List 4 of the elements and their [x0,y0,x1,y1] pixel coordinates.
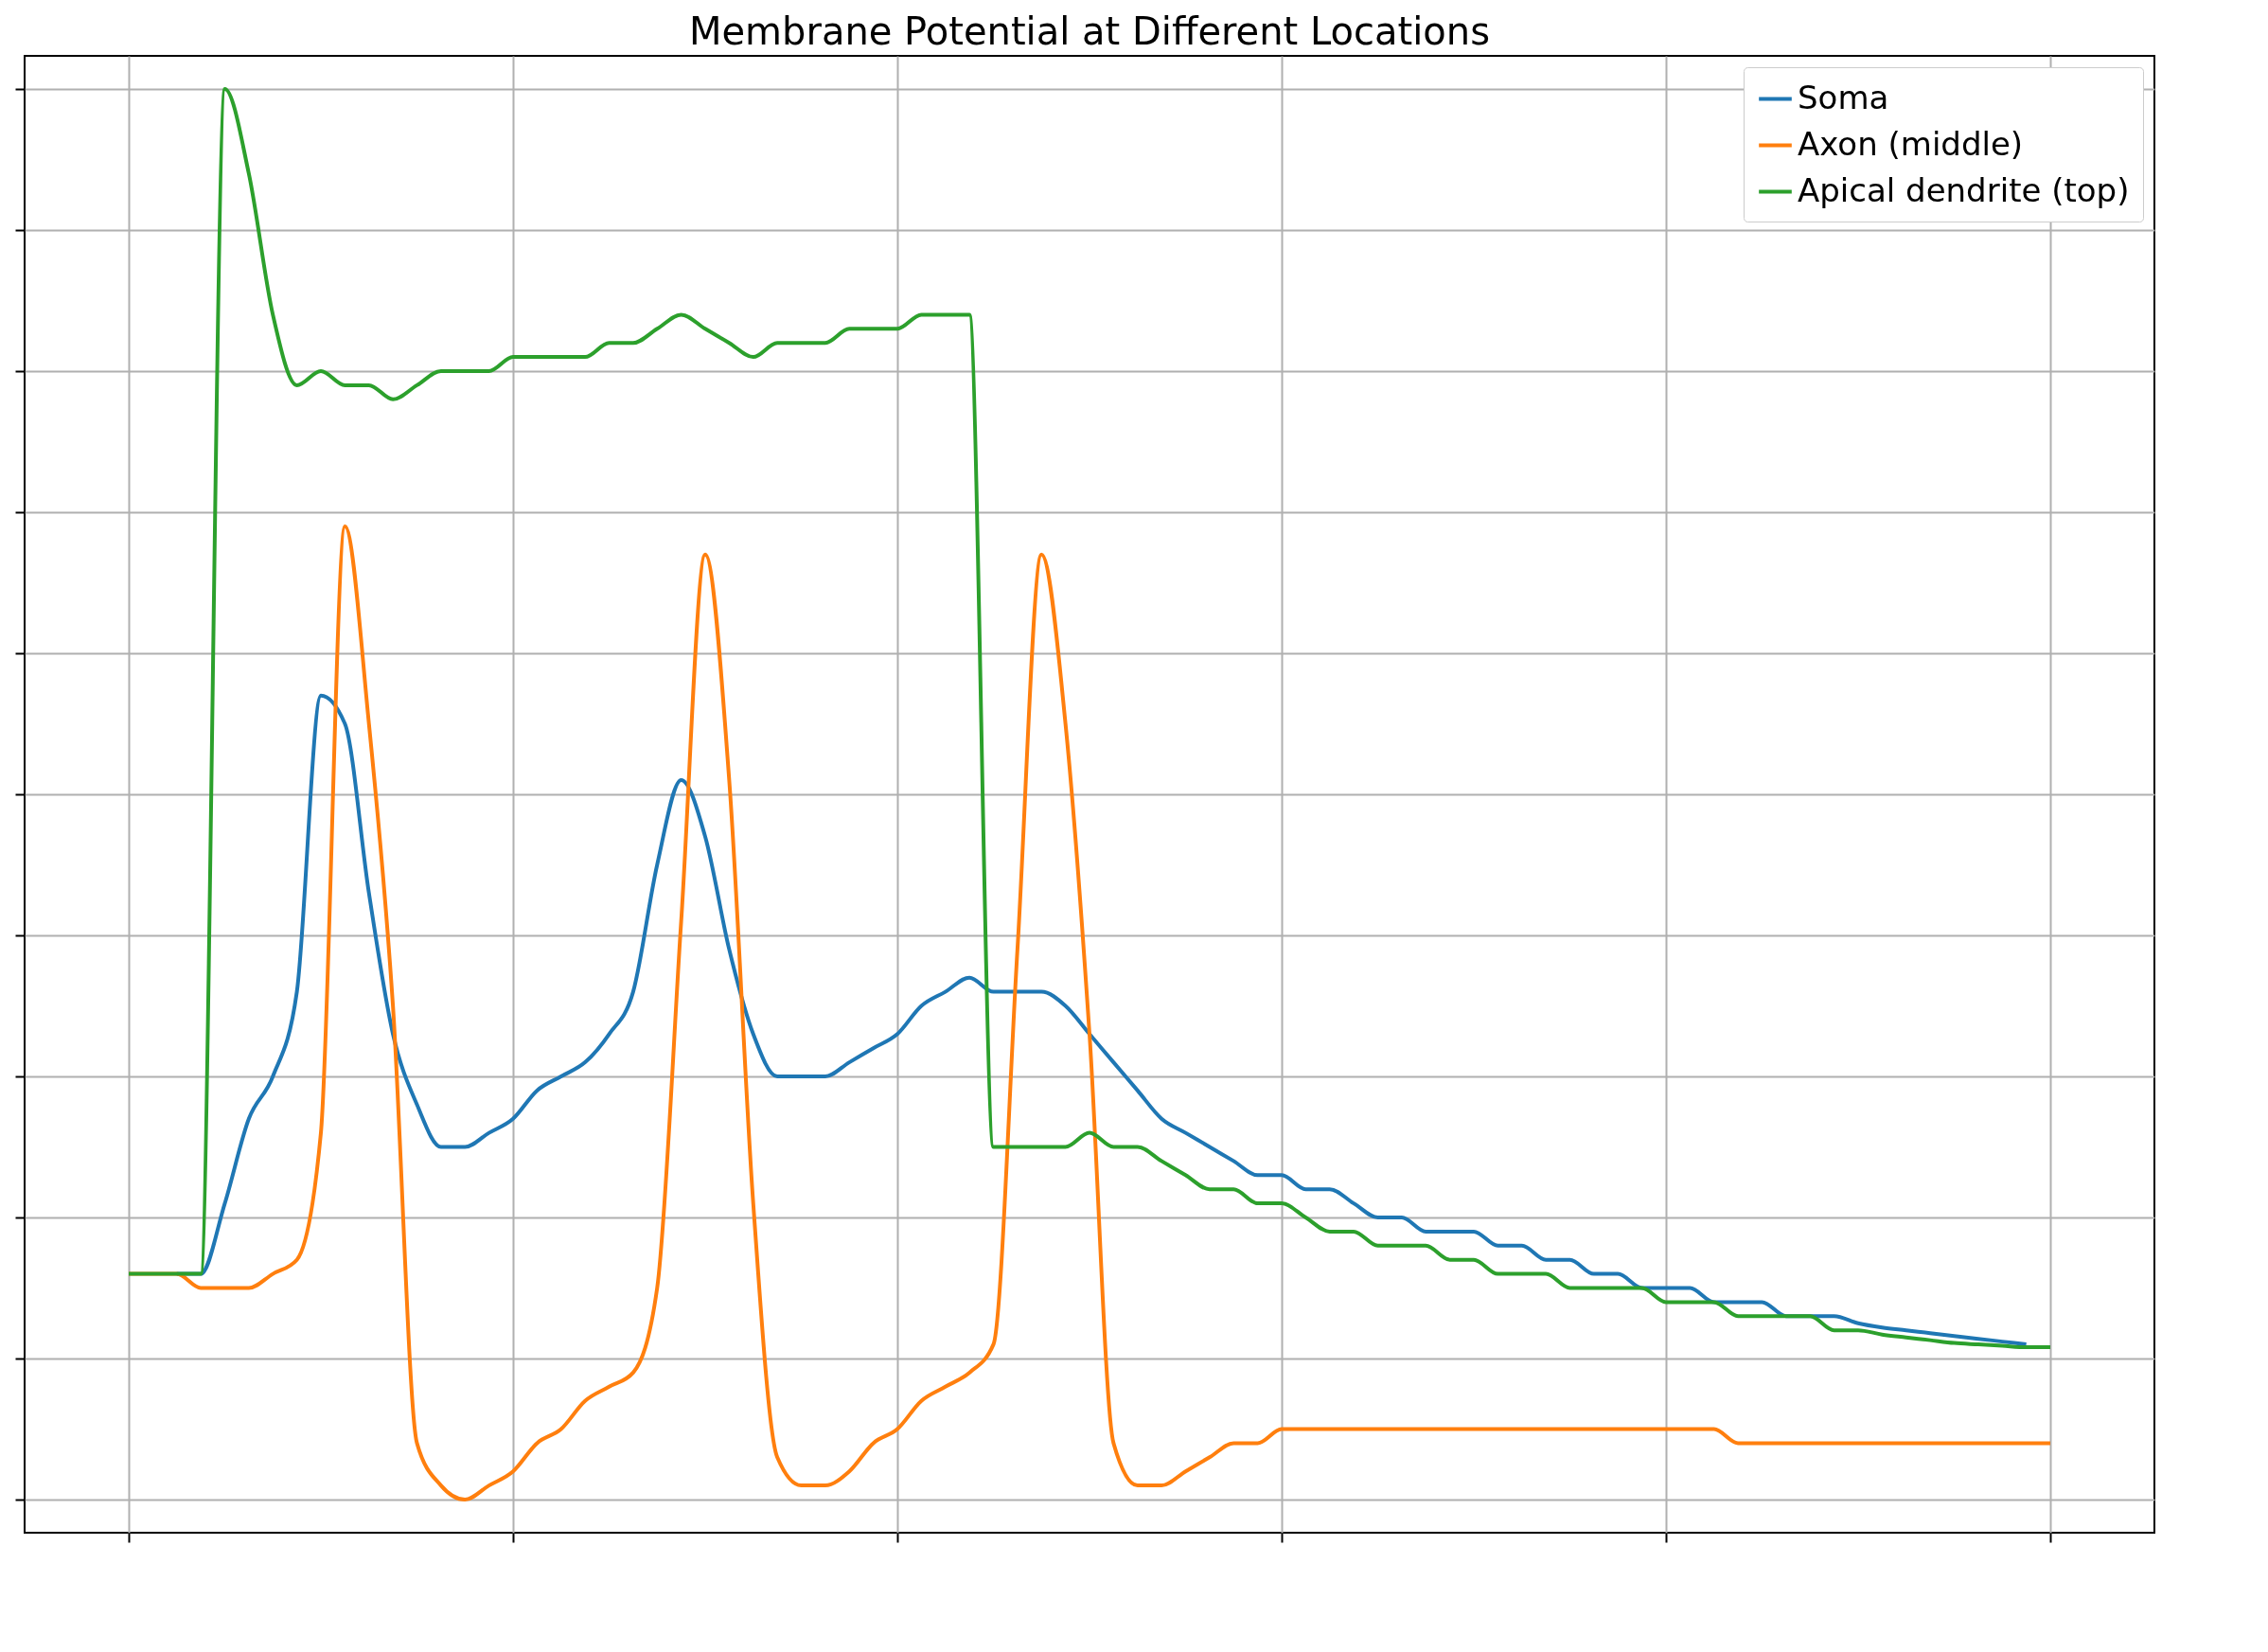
legend-label: Apical dendrite (top) [1798,170,2130,209]
legend-label: Axon (middle) [1798,124,2024,163]
chart-title: Membrane Potential at Different Locations [689,9,1490,53]
legend-label: Soma [1798,78,1889,116]
